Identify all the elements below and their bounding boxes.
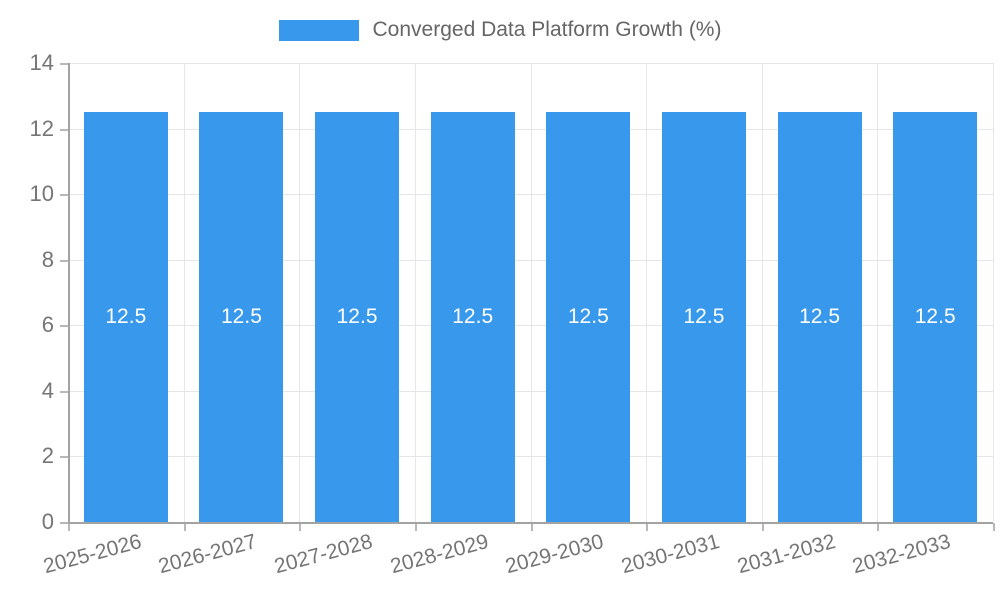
- x-tick-mark: [530, 523, 533, 531]
- y-tick-mark: [60, 325, 68, 328]
- y-tick-label: 6: [41, 312, 54, 338]
- x-tick-mark: [183, 523, 186, 531]
- legend-label: Converged Data Platform Growth (%): [372, 18, 722, 41]
- v-gridline: [530, 63, 532, 522]
- v-gridline: [183, 63, 185, 522]
- x-tick-mark: [993, 523, 995, 531]
- bar-value-label: 12.5: [914, 305, 956, 328]
- bar-value-label: 12.5: [567, 305, 609, 328]
- bar-2031-2032: 12.5: [777, 112, 862, 522]
- v-gridline: [646, 63, 648, 522]
- chart-legend: Converged Data Platform Growth (%): [0, 18, 1000, 42]
- bar-2029-2030: 12.5: [546, 112, 631, 522]
- y-tick-mark: [60, 259, 68, 262]
- v-gridline: [877, 63, 879, 522]
- y-tick-mark: [60, 456, 68, 459]
- y-tick-label: 12: [29, 115, 54, 141]
- y-tick-mark: [60, 522, 68, 524]
- legend-swatch: [278, 19, 359, 41]
- x-axis-line: [68, 522, 993, 524]
- bar-value-label: 12.5: [105, 305, 147, 328]
- bar-value-label: 12.5: [336, 305, 378, 328]
- v-gridline: [761, 63, 763, 522]
- y-tick-mark: [60, 390, 68, 393]
- bar-2025-2026: 12.5: [83, 112, 168, 522]
- x-tick-mark: [68, 523, 70, 531]
- y-axis-line: [68, 63, 70, 522]
- y-tick-mark: [60, 128, 68, 131]
- y-tick-mark: [60, 194, 68, 197]
- bar-2030-2031: 12.5: [661, 112, 746, 522]
- bar-2027-2028: 12.5: [315, 112, 400, 522]
- y-tick-label: 4: [41, 377, 54, 403]
- y-tick-label: 14: [29, 50, 54, 75]
- x-tick-mark: [299, 523, 302, 531]
- y-tick-label: 8: [41, 246, 54, 272]
- plot-area: 12.5 12.5 12.5 12.5 12.5 12.5 12.5 12.5: [68, 63, 994, 522]
- bar-value-label: 12.5: [452, 305, 494, 328]
- bar-2026-2027: 12.5: [199, 112, 284, 522]
- v-gridline: [299, 63, 301, 522]
- bar-2028-2029: 12.5: [430, 112, 515, 522]
- bar-value-label: 12.5: [683, 305, 725, 328]
- bar-value-label: 12.5: [799, 305, 840, 328]
- x-tick-mark: [414, 523, 417, 531]
- y-tick-label: 10: [29, 181, 54, 207]
- x-tick-mark: [761, 523, 764, 531]
- y-tick-label: 0: [41, 509, 54, 534]
- x-tick-mark: [646, 523, 649, 531]
- v-gridline: [414, 63, 416, 522]
- y-tick-label: 2: [41, 443, 54, 469]
- bar-2032-2033: 12.5: [893, 112, 978, 522]
- y-tick-mark: [60, 63, 68, 65]
- x-tick-mark: [877, 523, 880, 531]
- bar-value-label: 12.5: [221, 305, 262, 328]
- v-gridline: [993, 63, 994, 522]
